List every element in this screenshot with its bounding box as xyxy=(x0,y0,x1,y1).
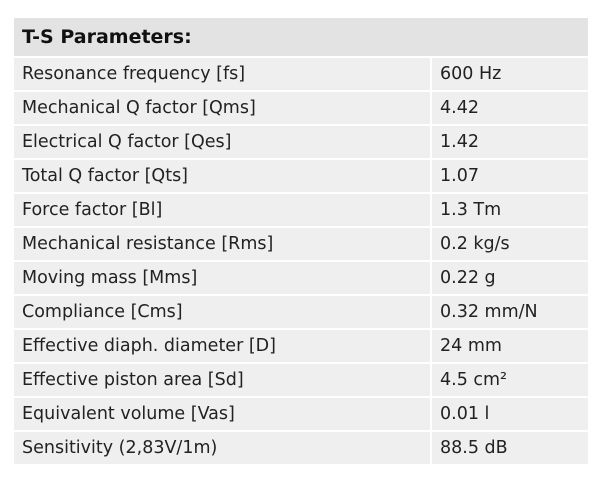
parameter-name: Mechanical Q factor [Qms] xyxy=(12,90,432,126)
table-row: Compliance [Cms] 0.32 mm/N xyxy=(12,294,590,330)
table-body: Resonance frequency [fs] 600 Hz Mechanical… xyxy=(12,56,590,466)
table-row: Force factor [Bl] 1.3 Tm xyxy=(12,192,590,228)
table-row: Mechanical resistance [Rms] 0.2 kg/s xyxy=(12,226,590,262)
table-container: T-S Parameters: Resonance frequency [fs]… xyxy=(12,16,590,466)
parameter-value: 0.2 kg/s xyxy=(430,226,590,262)
header-row: T-S Parameters: xyxy=(12,16,590,58)
parameter-name: Sensitivity (2,83V/1m) xyxy=(12,430,432,466)
table-row: Resonance frequency [fs] 600 Hz xyxy=(12,56,590,92)
parameter-name: Moving mass [Mms] xyxy=(12,260,432,296)
parameter-value: 4.42 xyxy=(430,90,590,126)
parameter-value: 88.5 dB xyxy=(430,430,590,466)
table-row: Effective piston area [Sd] 4.5 cm² xyxy=(12,362,590,398)
ts-table: T-S Parameters: Resonance frequency [fs]… xyxy=(12,16,590,466)
parameter-value: 0.22 g xyxy=(430,260,590,296)
parameter-value: 0.01 l xyxy=(430,396,590,432)
table-title: T-S Parameters: xyxy=(12,16,590,58)
table-row: Mechanical Q factor [Qms] 4.42 xyxy=(12,90,590,126)
table-row: Sensitivity (2,83V/1m) 88.5 dB xyxy=(12,430,590,466)
parameter-value: 24 mm xyxy=(430,328,590,364)
parameter-name: Mechanical resistance [Rms] xyxy=(12,226,432,262)
parameter-name: Effective piston area [Sd] xyxy=(12,362,432,398)
parameter-value: 1.3 Tm xyxy=(430,192,590,228)
parameter-name: Resonance frequency [fs] xyxy=(12,56,432,92)
parameter-name: Electrical Q factor [Qes] xyxy=(12,124,432,160)
parameter-name: Force factor [Bl] xyxy=(12,192,432,228)
parameter-value: 1.42 xyxy=(430,124,590,160)
table-row: Electrical Q factor [Qes] 1.42 xyxy=(12,124,590,160)
parameter-name: Effective diaph. diameter [D] xyxy=(12,328,432,364)
parameter-value: 0.32 mm/N xyxy=(430,294,590,330)
table-row: Total Q factor [Qts] 1.07 xyxy=(12,158,590,194)
parameter-value: 4.5 cm² xyxy=(430,362,590,398)
table-row: Effective diaph. diameter [D] 24 mm xyxy=(12,328,590,364)
parameter-name: Equivalent volume [Vas] xyxy=(12,396,432,432)
parameter-value: 1.07 xyxy=(430,158,590,194)
parameter-name: Total Q factor [Qts] xyxy=(12,158,432,194)
table-row: Equivalent volume [Vas] 0.01 l xyxy=(12,396,590,432)
table-row: Moving mass [Mms] 0.22 g xyxy=(12,260,590,296)
parameter-value: 600 Hz xyxy=(430,56,590,92)
parameter-name: Compliance [Cms] xyxy=(12,294,432,330)
